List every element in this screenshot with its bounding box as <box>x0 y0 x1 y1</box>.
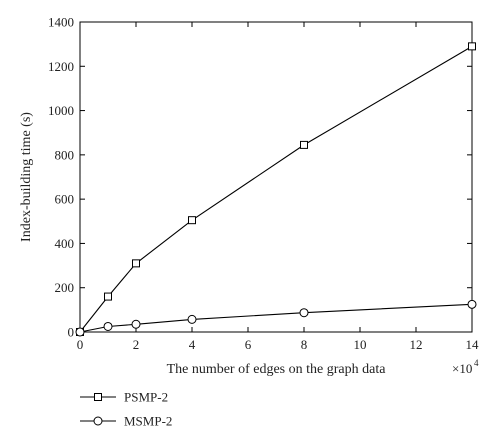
x-tick-label: 0 <box>77 337 84 352</box>
data-point <box>188 216 196 225</box>
y-tick-label: 1000 <box>48 103 74 118</box>
data-point <box>299 308 309 318</box>
y-tick-label: 800 <box>55 147 75 162</box>
plot-area <box>79 21 473 333</box>
y-tick-label: 200 <box>55 280 75 295</box>
data-point <box>300 140 308 149</box>
x-axis-label: The number of edges on the graph data <box>167 362 387 377</box>
x-tick-label: 8 <box>301 337 308 352</box>
y-tick-label: 1200 <box>48 59 74 74</box>
series-line <box>79 45 473 333</box>
legend-item: MSMP-2 <box>80 414 172 429</box>
legend-marker <box>93 416 103 426</box>
data-point <box>104 292 112 301</box>
data-point <box>132 259 140 268</box>
y-axis-label: Index-building time (s) <box>19 112 34 242</box>
x-tick-label: 6 <box>245 337 252 352</box>
legend-item: PSMP-2 <box>80 390 168 405</box>
y-tick-label: 400 <box>55 236 75 251</box>
series-psmp-2 <box>76 42 476 336</box>
y-tick-label: 600 <box>55 192 75 207</box>
x-axis-multiplier: ×10 4 <box>452 358 479 376</box>
legend: PSMP-2 MSMP-2 <box>80 390 172 429</box>
y-tick-label: 0 <box>68 325 75 340</box>
legend-label: PSMP-2 <box>124 390 168 405</box>
data-point <box>75 327 85 337</box>
x-multiplier-exponent: 4 <box>474 358 479 368</box>
series-msmp-2 <box>75 299 477 337</box>
data-point <box>187 314 197 324</box>
series-line <box>79 303 473 333</box>
x-axis: 0 2 4 6 8 10 12 14 <box>77 22 479 352</box>
x-multiplier-base: ×10 <box>452 361 472 376</box>
x-tick-label: 10 <box>354 337 367 352</box>
y-axis: 0 200 400 600 800 1000 1200 1400 <box>48 15 472 340</box>
x-tick-label: 4 <box>189 337 196 352</box>
data-point <box>103 321 113 331</box>
plot-frame <box>79 21 473 333</box>
series-layer <box>75 42 477 337</box>
x-tick-label: 12 <box>410 337 423 352</box>
data-point <box>131 319 141 329</box>
legend-label: MSMP-2 <box>124 414 172 429</box>
data-point <box>468 42 476 51</box>
x-tick-label: 2 <box>133 337 140 352</box>
y-tick-label: 1400 <box>48 15 74 30</box>
x-tick-label: 14 <box>466 337 480 352</box>
data-point <box>467 299 477 309</box>
legend-marker <box>94 393 102 401</box>
